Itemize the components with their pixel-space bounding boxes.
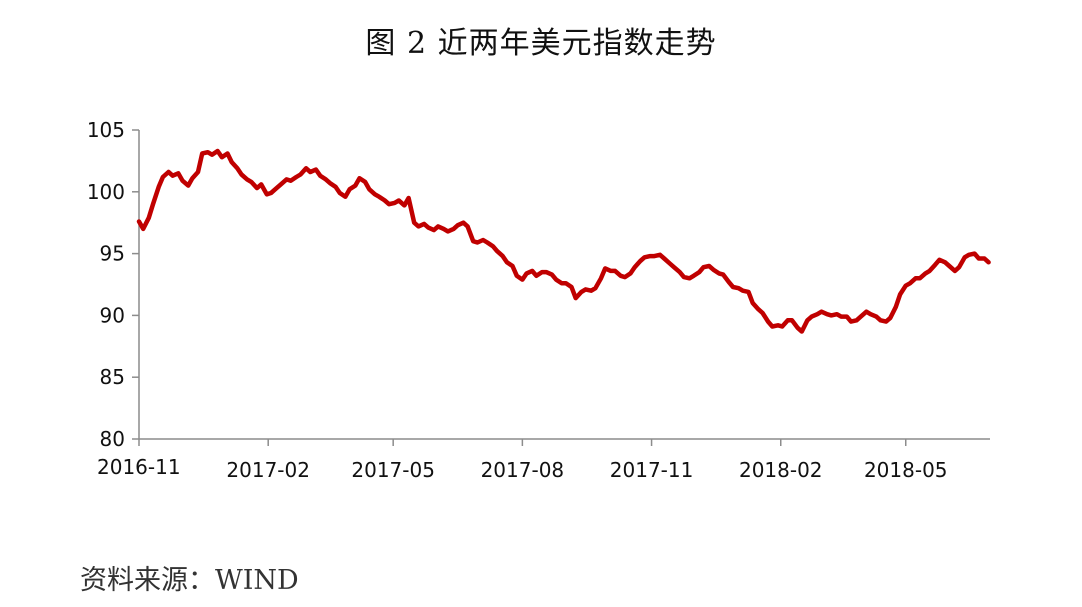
chart-title: 图 2 近两年美元指数走势 bbox=[365, 26, 717, 61]
series-layer bbox=[136, 148, 991, 334]
y-tick-label: 85 bbox=[100, 365, 125, 389]
source-note: 资料来源：WIND bbox=[80, 565, 299, 596]
x-tick-label: 2018-05 bbox=[864, 458, 948, 482]
x-tick-label: 2017-05 bbox=[351, 458, 435, 482]
y-tick-label: 80 bbox=[100, 427, 125, 451]
x-tick-label: 2016-11 bbox=[97, 455, 181, 479]
x-tick-label: 2017-02 bbox=[226, 458, 310, 482]
axes bbox=[132, 129, 990, 446]
tick-labels: 80 85 90 95 100 105 2016-11 2017-02 2017-05 2017-… bbox=[87, 118, 948, 482]
y-tick-label: 100 bbox=[87, 180, 125, 204]
y-tick-label: 105 bbox=[87, 118, 125, 142]
x-tick-label: 2017-11 bbox=[610, 458, 694, 482]
y-tick-label: 95 bbox=[100, 242, 125, 266]
y-tick-label: 90 bbox=[100, 303, 125, 327]
series-line-usd-index bbox=[136, 148, 991, 334]
x-tick-label: 2018-02 bbox=[739, 458, 823, 482]
x-tick-label: 2017-08 bbox=[481, 458, 565, 482]
